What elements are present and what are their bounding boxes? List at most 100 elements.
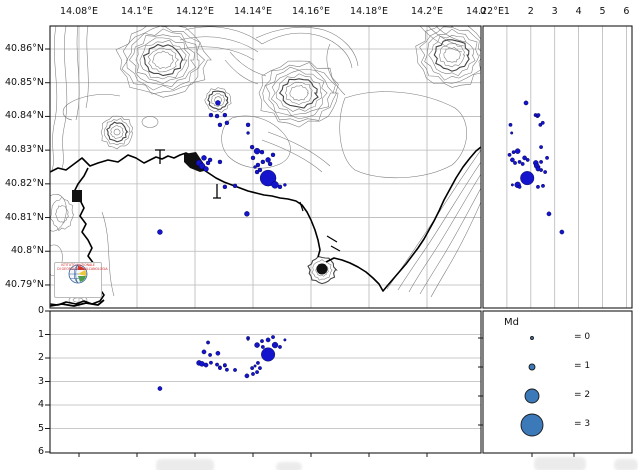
earthquake-epicenter [249,144,255,150]
bottom-panel-frame [49,310,482,454]
right-panel-event-markers [507,100,565,235]
earthquake-epicenter [232,183,238,189]
lat-tick-label: 40.8°N [10,245,44,257]
earthquake-epicenter [201,155,207,161]
earthquake-epicenter [253,165,257,169]
earthquake-epicenter [217,122,223,128]
earthquake-epicenter [244,211,250,217]
earthquake-epicenter [259,149,265,155]
bottom-depth-tick-label: 0 [37,305,44,316]
right-depth-tick-label: 2 [527,6,534,17]
bottom-panel-event-markers [157,335,287,391]
earthquake-depth-lon [253,364,257,368]
earthquake-depth-lon [260,339,264,343]
earthquake-epicenter [254,169,260,175]
earthquake-depth-lat [508,122,513,127]
earthquake-depth-lat [546,211,552,217]
legend-md-circle [528,363,536,371]
legend-md-circle [530,336,534,340]
lon-tick-label: 14.2°E [411,6,443,17]
right-depth-tick-label: 3 [551,6,558,17]
legend-markers [520,336,544,437]
earthquake-depth-lat [535,166,541,172]
watermark-fragment [534,457,586,470]
earthquake-depth-lat [510,131,514,135]
earthquake-depth-lat [510,157,515,163]
earthquake-epicenter [205,160,211,166]
bottom-depth-tick-label: 4 [37,399,44,410]
legend-md-circle [520,413,544,437]
lat-tick-label: 40.86°N [4,43,44,54]
map-event-markers [157,100,287,235]
earthquake-epicenter [215,100,221,106]
bottom-panel-gridlines [50,334,481,429]
earthquake-epicenter [260,159,266,165]
earthquake-depth-lat [525,158,530,162]
earthquake-epicenter [157,229,163,235]
earthquake-depth-lon [283,338,287,342]
earthquake-epicenter [271,181,279,189]
earthquake-epicenter [277,184,283,190]
earthquake-epicenter [217,159,223,165]
earthquake-depth-lon [255,370,259,374]
earthquake-epicenter [245,122,251,128]
earthquake-depth-lon [265,337,271,343]
earthquake-depth-lon [215,350,221,356]
earthquake-depth-lon [215,362,219,367]
right-depth-tick-label: 5 [599,6,606,17]
earthquake-depth-lat [539,145,543,149]
legend-panel-frame [482,310,633,454]
legend-md-circle [524,388,540,404]
earthquake-epicenter [214,113,220,119]
earthquake-epicenter [198,162,206,170]
earthquake-depth-lon [251,372,255,376]
earthquake-epicenter [250,155,256,161]
earthquake-depth-lat [520,162,525,166]
earthquake-epicenter [224,120,230,126]
earthquake-depth-lat [536,184,540,189]
earthquake-depth-lon [199,361,205,367]
earthquake-depth-lon [206,340,210,345]
earthquake-epicenter [246,131,250,135]
earthquake-depth-lat [513,161,517,165]
earthquake-depth-lon [224,367,229,372]
earthquake-depth-lat [510,183,514,187]
right-depth-tick-label: 1 [503,6,510,17]
ingv-logo-text-line1: ISTITUTO NAZIONALE [61,263,95,267]
earthquake-epicenter [283,183,287,187]
lat-tick-label: 40.82°N [4,177,44,189]
earthquake-depth-lat [543,170,548,174]
earthquake-depth-lon [250,366,255,371]
lon-tick-label: 14.22°E [466,6,504,17]
earthquake-depth-lon [256,361,260,365]
earthquake-depth-lat [540,120,545,125]
earthquake-epicenter [255,162,261,168]
map-panel-frame [49,25,482,309]
lat-tick-label: 40.83°N [4,144,44,156]
earthquake-depth-lat [517,184,522,189]
earthquake-depth-lat [539,160,543,164]
earthquake-depth-lon [244,373,250,379]
legend-entry-label: = 2 [574,390,591,400]
bottom-depth-tick-label: 3 [37,375,44,387]
lon-tick-label: 14.1°E [121,6,153,17]
legend-entry-label: = 3 [574,419,591,429]
ingv-globe-icon [68,264,88,284]
bottom-depth-tick-label: 5 [37,422,44,434]
bottom-depth-tick-label: 2 [37,352,44,363]
earthquake-depth-lat [507,152,512,157]
earthquake-depth-lat [522,155,527,161]
lon-tick-label: 14.18°E [350,6,388,17]
legend-title: Md [504,317,519,328]
ingv-logo: ISTITUTO NAZIONALE DI GEOFISICA E VULCAN… [54,262,108,298]
earthquake-depth-lon [218,366,222,371]
earthquake-depth-lat [559,229,565,235]
ingv-logo-text-line2: DI GEOFISICA E VULCANOLOGIA [57,267,108,271]
earthquake-depth-lat [511,150,516,155]
earthquake-epicenter [222,184,228,190]
earthquake-epicenter [265,157,271,163]
right-panel-gridlines [506,26,627,308]
lon-tick-label: 14.16°E [292,6,330,17]
earthquake-depth-lon [258,366,262,371]
earthquake-depth-lon [208,353,212,357]
